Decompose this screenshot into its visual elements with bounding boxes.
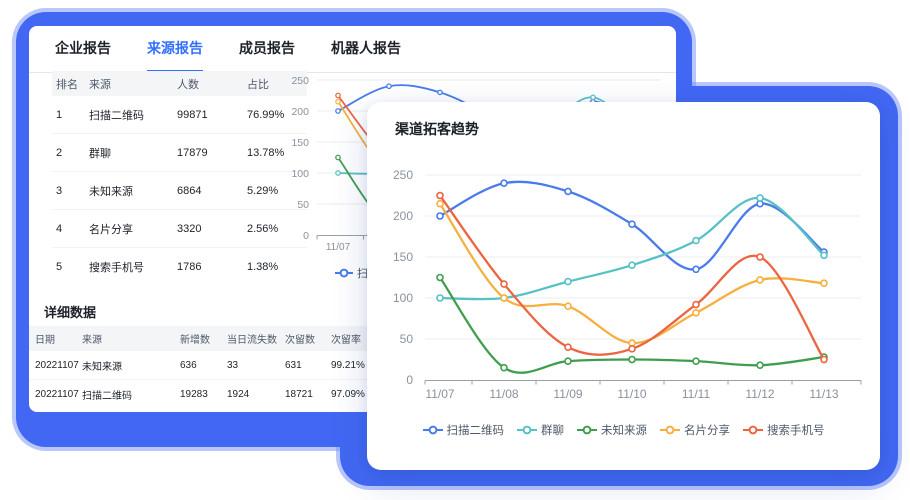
rank-table-header: 排名 来源 人数 占比 — [52, 71, 307, 96]
svg-text:200: 200 — [291, 106, 309, 118]
tab-source-report[interactable]: 来源报告 — [147, 38, 203, 72]
svg-text:11/07: 11/07 — [326, 242, 351, 253]
table-row: 1 扫描二维码 99871 76.99% — [52, 96, 307, 134]
svg-text:250: 250 — [393, 168, 413, 182]
svg-text:50: 50 — [400, 332, 414, 346]
legend-label: 搜索手机号 — [767, 425, 825, 437]
tab-robot-report[interactable]: 机器人报告 — [331, 40, 401, 56]
legend-item[interactable]: 群聊 — [517, 422, 564, 438]
legend-label: 名片分享 — [684, 425, 730, 437]
svg-text:200: 200 — [393, 209, 413, 223]
legend-line-icon — [660, 425, 680, 435]
svg-text:100: 100 — [291, 168, 309, 180]
legend-item[interactable]: 搜索手机号 — [743, 422, 825, 438]
table-row: 20221107 扫描二维码 19283 1924 18721 97.09% — [35, 388, 365, 402]
svg-text:11/10: 11/10 — [617, 387, 646, 401]
trend-chart-large[interactable]: 0 50 100 150 200 250 11/07 11/08 11/09 11/10 11/11… — [373, 152, 874, 414]
report-tabs: 企业报告 来源报告 成员报告 机器人报告 — [29, 26, 676, 73]
svg-text:250: 250 — [291, 75, 309, 87]
legend-line-icon — [517, 425, 537, 435]
svg-text:0: 0 — [303, 230, 309, 242]
svg-text:0: 0 — [406, 373, 413, 387]
detail-section-title: 详细数据 — [44, 305, 97, 320]
trend-chart-legend: 扫描二维码 群聊 未知来源 名片分享 搜索手机号 — [367, 422, 880, 438]
svg-text:100: 100 — [393, 291, 413, 305]
col-ratio: 占比 — [247, 78, 269, 91]
table-row: 2 群聊 17879 13.78% — [52, 134, 307, 172]
svg-text:11/09: 11/09 — [553, 387, 582, 401]
svg-text:11/11: 11/11 — [682, 387, 711, 401]
table-row: 5 搜索手机号 1786 1.38% — [56, 260, 279, 274]
legend-label: 群聊 — [541, 425, 564, 437]
legend-label: 未知来源 — [601, 425, 647, 437]
legend-line-icon — [577, 425, 597, 435]
legend-label: 扫描二维码 — [446, 425, 505, 437]
legend-item[interactable]: 未知来源 — [577, 422, 647, 438]
col-rank: 排名 — [56, 78, 78, 91]
tab-member-report[interactable]: 成员报告 — [239, 40, 295, 56]
legend-line-icon — [335, 268, 353, 278]
svg-text:50: 50 — [297, 199, 309, 211]
tab-enterprise-report[interactable]: 企业报告 — [55, 40, 111, 56]
col-source: 来源 — [89, 78, 111, 91]
legend-line-icon — [422, 425, 443, 435]
svg-text:150: 150 — [393, 250, 413, 264]
table-row: 20221107 未知来源 636 33 631 99.21% — [29, 351, 676, 380]
svg-text:11/12: 11/12 — [745, 387, 774, 401]
legend-item[interactable]: 名片分享 — [660, 422, 730, 438]
table-row: 3 未知来源 6864 5.29% — [52, 172, 307, 210]
trend-popup-card: 渠道拓客趋势 0 50 100 150 200 250 11/07 11/08 11/09 11/… — [367, 102, 880, 470]
popup-title: 渠道拓客趋势 — [395, 121, 479, 137]
svg-text:11/07: 11/07 — [425, 387, 454, 401]
col-count: 人数 — [177, 78, 199, 91]
source-rank-table: 排名 来源 人数 占比 1 扫描二维码 99871 76.99% 2 群聊 17879 13… — [52, 71, 307, 285]
table-row: 4 名片分享 3320 2.56% — [52, 210, 307, 248]
svg-text:11/13: 11/13 — [809, 387, 838, 401]
legend-item[interactable]: 扫描二维码 — [422, 422, 505, 438]
svg-text:150: 150 — [291, 137, 309, 149]
svg-text:11/08: 11/08 — [489, 387, 518, 401]
legend-line-icon — [743, 425, 763, 435]
